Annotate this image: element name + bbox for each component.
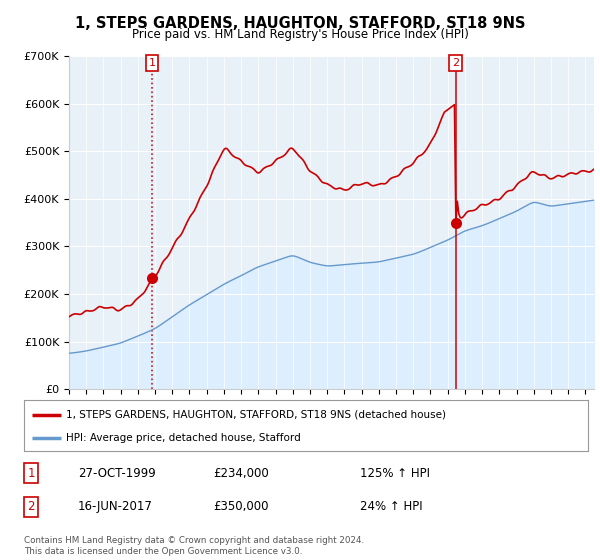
Text: Price paid vs. HM Land Registry's House Price Index (HPI): Price paid vs. HM Land Registry's House … [131,28,469,41]
Text: 1: 1 [148,58,155,68]
Text: 16-JUN-2017: 16-JUN-2017 [78,500,153,514]
Text: 24% ↑ HPI: 24% ↑ HPI [360,500,422,514]
Text: 1: 1 [28,466,35,480]
Text: 27-OCT-1999: 27-OCT-1999 [78,466,156,480]
Text: HPI: Average price, detached house, Stafford: HPI: Average price, detached house, Staf… [66,433,301,443]
Text: £350,000: £350,000 [213,500,269,514]
Text: Contains HM Land Registry data © Crown copyright and database right 2024.
This d: Contains HM Land Registry data © Crown c… [24,536,364,556]
Text: 1, STEPS GARDENS, HAUGHTON, STAFFORD, ST18 9NS (detached house): 1, STEPS GARDENS, HAUGHTON, STAFFORD, ST… [66,409,446,419]
Text: 1, STEPS GARDENS, HAUGHTON, STAFFORD, ST18 9NS: 1, STEPS GARDENS, HAUGHTON, STAFFORD, ST… [75,16,525,31]
Text: 2: 2 [452,58,459,68]
Text: 125% ↑ HPI: 125% ↑ HPI [360,466,430,480]
Text: 2: 2 [28,500,35,514]
Text: £234,000: £234,000 [213,466,269,480]
